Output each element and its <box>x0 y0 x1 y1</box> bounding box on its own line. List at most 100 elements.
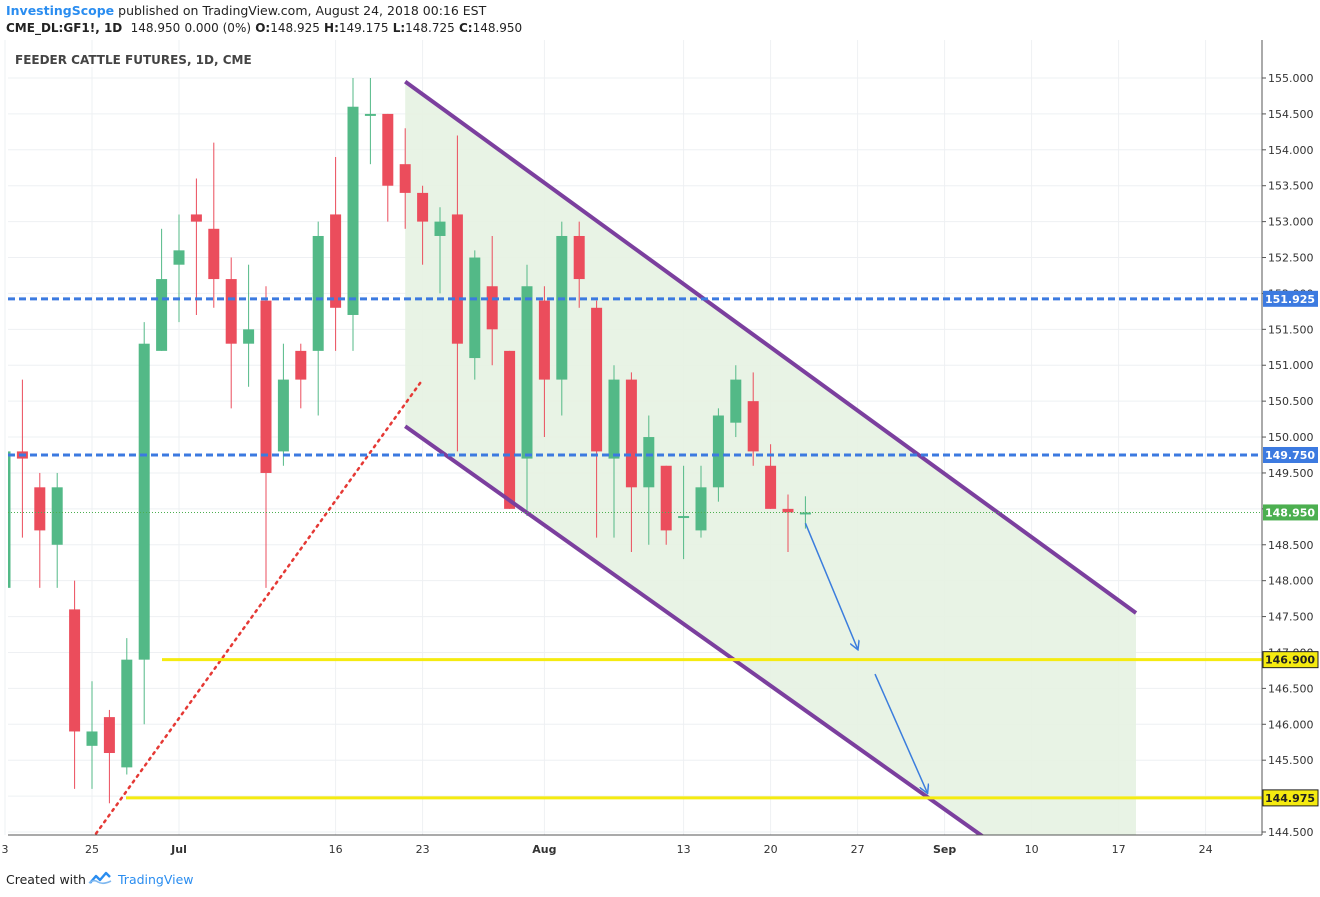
price-badge <box>1263 504 1318 521</box>
price-badge <box>1263 447 1318 463</box>
low-value: 148.725 <box>405 21 455 35</box>
x-tick-label: 3 <box>2 843 9 856</box>
candle-body <box>295 350 307 380</box>
publish-info: published on TradingView.com, August 24,… <box>114 3 487 18</box>
open-label: O: <box>255 21 271 35</box>
chart-title: FEEDER CATTLE FUTURES, 1D, CME <box>15 53 252 67</box>
publish-line: InvestingScope published on TradingView.… <box>6 3 486 18</box>
x-axis-labels: 3 25 Jul 16 23 Aug 13 20 27 Sep 10 17 24 <box>2 843 1213 856</box>
tradingview-link[interactable]: TradingView <box>118 872 194 887</box>
candle-body <box>521 286 533 459</box>
x-tick-label: 27 <box>851 843 865 856</box>
candle-body <box>260 300 272 473</box>
author-link[interactable]: InvestingScope <box>6 3 115 18</box>
high-label: H: <box>324 21 339 35</box>
candle-body <box>695 487 707 531</box>
candle-body <box>399 164 411 193</box>
price-badge <box>1262 651 1319 669</box>
y-tick-label: 153.000 <box>1268 216 1314 229</box>
last-price-value: 148.950 <box>130 21 181 35</box>
candle-body <box>277 379 289 452</box>
candle-body <box>138 343 150 660</box>
channel-lower-line <box>404 424 985 835</box>
candle-body <box>190 214 202 222</box>
publish-header: InvestingScope published on TradingView.… <box>0 0 1320 40</box>
y-tick-label: 153.500 <box>1268 180 1314 193</box>
y-tick-label: 154.500 <box>1268 108 1314 121</box>
candle-body <box>225 279 237 344</box>
price-badge-label: 144.975 <box>1265 792 1315 805</box>
candle-body <box>347 106 359 315</box>
candle-body <box>782 508 794 513</box>
x-tick-label: 23 <box>416 843 430 856</box>
candle-body <box>382 113 394 186</box>
candle-body <box>417 192 429 222</box>
candle-body <box>556 235 568 380</box>
candle-body <box>469 257 481 359</box>
x-tick-label: 25 <box>85 843 99 856</box>
x-tick-label: 20 <box>764 843 778 856</box>
price-badge <box>1262 789 1319 807</box>
y-tick-label: 148.000 <box>1268 575 1314 588</box>
price-chart[interactable]: 144.500145.000145.500146.000146.500147.0… <box>0 40 1320 865</box>
x-tick-label: 24 <box>1199 843 1213 856</box>
projection-arrow <box>804 522 857 649</box>
high-value: 149.175 <box>338 21 389 35</box>
close-label: C: <box>458 21 473 35</box>
x-tick-label: 17 <box>1112 843 1126 856</box>
y-tick-label: 144.500 <box>1268 826 1314 839</box>
footer: Created with TradingView <box>0 865 1320 897</box>
candle-body <box>312 235 324 351</box>
channel-upper-line <box>404 79 1138 615</box>
candle-body <box>504 350 516 509</box>
created-with-label: Created with <box>6 872 86 887</box>
price-badge-label: 148.950 <box>1265 506 1315 519</box>
candle-body <box>121 659 133 768</box>
candle-body <box>712 415 724 488</box>
y-tick-label: 146.000 <box>1268 718 1314 731</box>
tradingview-logo-icon <box>88 871 112 885</box>
candle-body <box>434 221 446 236</box>
y-tick-label: 146.500 <box>1268 682 1314 695</box>
candle-body <box>69 609 81 732</box>
low-label: L: <box>392 21 406 35</box>
projection-arrow <box>874 673 927 792</box>
ohlc-line: CME_DL:GF1!, 1D 148.950 0.000 (0%) O:148… <box>6 21 522 35</box>
candles <box>8 78 811 804</box>
candle-body <box>799 512 811 515</box>
chart-area[interactable]: 144.500145.000145.500146.000146.500147.0… <box>0 40 1320 865</box>
candle-body <box>51 487 63 545</box>
y-tick-label: 151.000 <box>1268 359 1314 372</box>
price-badges: 151.925 149.750 146.900 144.975 148.950 <box>1262 290 1319 807</box>
candle-body <box>364 113 376 116</box>
y-tick-label: 149.500 <box>1268 467 1314 480</box>
candle-body <box>765 465 777 509</box>
candle-body <box>34 487 46 531</box>
x-tick-label: 10 <box>1025 843 1039 856</box>
candle-body <box>573 235 585 280</box>
candle-body <box>643 437 655 488</box>
candle-body <box>538 300 550 380</box>
y-tick-label: 155.000 <box>1268 72 1314 85</box>
candle-body <box>608 379 620 459</box>
change-value: 0.000 (0%) <box>184 21 252 35</box>
y-tick-label: 148.500 <box>1268 539 1314 552</box>
candle-body <box>730 379 742 423</box>
x-tick-label: Sep <box>933 843 956 856</box>
x-tick-label: 13 <box>677 843 691 856</box>
close-value: 148.950 <box>472 21 523 35</box>
candle-body <box>451 214 463 344</box>
y-axis-labels: 144.500145.000145.500146.000146.500147.0… <box>1262 72 1314 839</box>
y-tick-label: 147.500 <box>1268 611 1314 624</box>
price-badge-label: 149.750 <box>1265 449 1315 462</box>
candle-body <box>173 250 185 265</box>
candle-body <box>591 307 603 452</box>
candle-body <box>660 465 672 531</box>
x-tick-label: Aug <box>532 843 556 856</box>
price-badge-label: 151.925 <box>1265 293 1315 306</box>
candle-body <box>86 731 98 746</box>
candle-body <box>208 228 220 280</box>
candle-body <box>103 717 115 754</box>
support-trendline <box>93 378 424 835</box>
candle-body <box>486 286 498 330</box>
